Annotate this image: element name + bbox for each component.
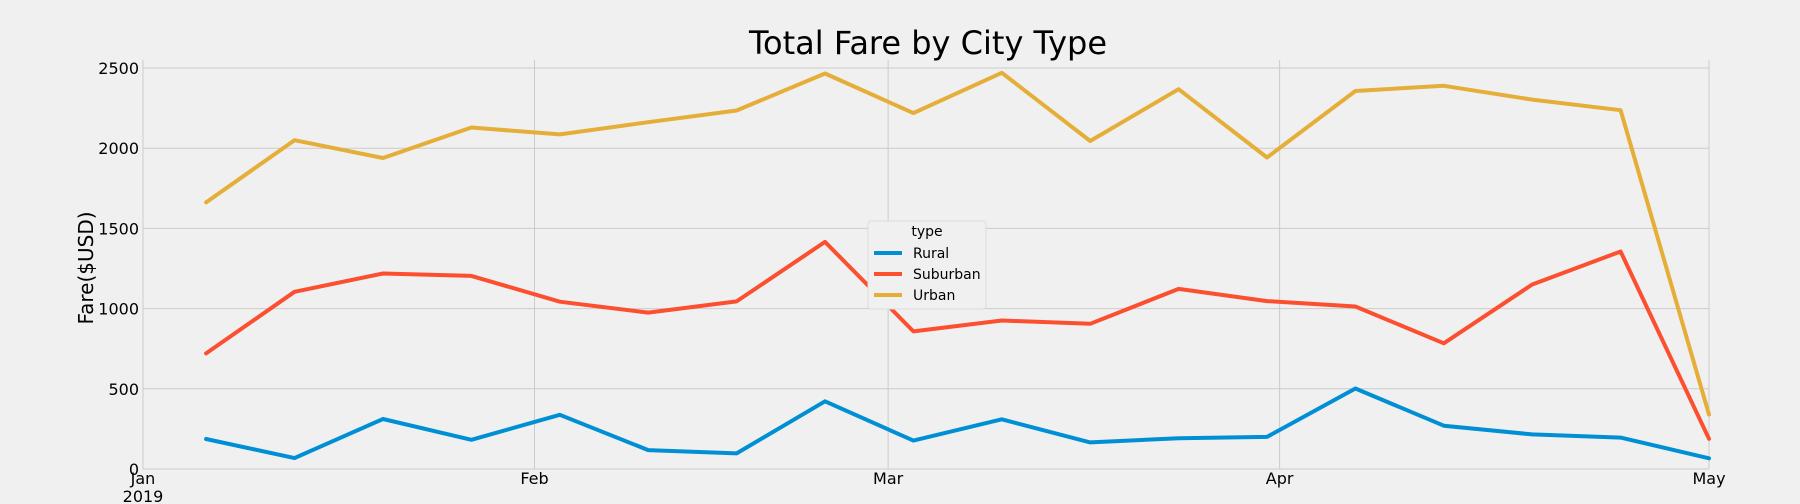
x-tick-label-feb: Feb xyxy=(520,469,548,488)
y-tick-label-2000: 2000 xyxy=(98,139,139,158)
x-tick-label-jan: Jan xyxy=(130,469,156,488)
y-tick-label-500: 500 xyxy=(108,380,139,399)
legend-box xyxy=(867,220,987,310)
series-line-suburban xyxy=(204,239,1711,441)
legend-label-suburban: Suburban xyxy=(913,267,981,283)
legend-label-urban: Urban xyxy=(913,288,955,304)
y-tick-label-2500: 2500 xyxy=(98,59,139,78)
x-tick-label-may: May xyxy=(1692,469,1725,488)
legend-items: Rural Suburban Urban xyxy=(874,246,981,304)
y-axis-ticks: 0 500 1000 1500 2000 2500 xyxy=(98,59,139,479)
y-tick-label-1000: 1000 xyxy=(98,300,139,319)
series-lines xyxy=(204,70,1711,461)
y-tick-label-0: 0 xyxy=(129,460,139,479)
y-axis-label: Fare($USD) xyxy=(74,211,98,324)
x-tick-sublabel-year: 2019 xyxy=(123,487,164,504)
legend-title: type xyxy=(911,224,942,240)
chart-title: Total Fare by City Type xyxy=(748,24,1107,62)
x-tick-label-mar: Mar xyxy=(873,469,904,488)
legend: type Rural Suburban Urban xyxy=(867,220,987,310)
series-line-rural xyxy=(204,386,1711,461)
legend-label-rural: Rural xyxy=(913,246,949,262)
y-tick-label-1500: 1500 xyxy=(98,219,139,238)
x-tick-label-apr: Apr xyxy=(1266,469,1294,488)
series-line-urban xyxy=(204,70,1711,417)
